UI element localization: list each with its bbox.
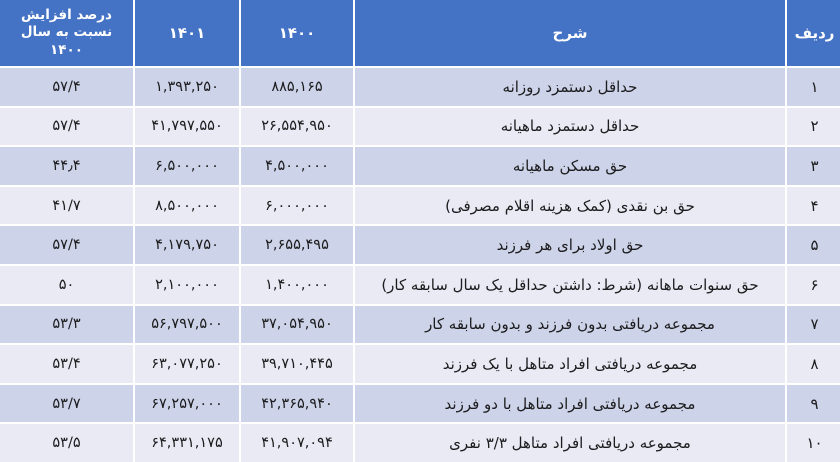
cell-description: مجموعه دریافتی افراد متاهل با دو فرزند <box>353 382 787 425</box>
cell-percent: ۴۱/۷ <box>0 184 135 227</box>
cell-row-number: ۱۰ <box>785 422 840 462</box>
cell-row-number: ۴ <box>785 184 840 227</box>
cell-year-1401: ۶۴,۳۳۱,۱۷۵ <box>133 422 241 462</box>
cell-row-number: ۵ <box>785 224 840 266</box>
cell-percent: ۵۳/۵ <box>0 422 135 462</box>
cell-year-1400: ۸۸۵,۱۶۵ <box>239 66 355 108</box>
cell-description: حق سنوات ماهانه (شرط: داشتن حداقل یک سال… <box>353 263 787 306</box>
cell-percent: ۵۳/۷ <box>0 382 135 425</box>
cell-row-number: ۹ <box>785 382 840 425</box>
header-row-number: ردیف <box>785 0 840 68</box>
cell-row-number: ۱ <box>785 66 840 108</box>
table-row: ۱ حداقل دستمزد روزانه ۸۸۵,۱۶۵ ۱,۳۹۳,۲۵۰ … <box>0 66 840 108</box>
cell-description: مجموعه دریافتی افراد متاهل با یک فرزند <box>353 343 787 385</box>
table-row: ۸ مجموعه دریافتی افراد متاهل با یک فرزند… <box>0 343 840 385</box>
cell-year-1401: ۴۱,۷۹۷,۵۵۰ <box>133 105 241 148</box>
table-row: ۶ حق سنوات ماهانه (شرط: داشتن حداقل یک س… <box>0 263 840 306</box>
cell-year-1400: ۶,۰۰۰,۰۰۰ <box>239 184 355 227</box>
cell-year-1401: ۲,۱۰۰,۰۰۰ <box>133 263 241 306</box>
cell-year-1400: ۴۱,۹۰۷,۰۹۴ <box>239 422 355 462</box>
cell-description: مجموعه دریافتی بدون فرزند و بدون سابقه ک… <box>353 303 787 346</box>
cell-percent: ۵۷/۴ <box>0 224 135 266</box>
cell-year-1401: ۸,۵۰۰,۰۰۰ <box>133 184 241 227</box>
cell-percent: ۵۳/۴ <box>0 343 135 385</box>
cell-year-1400: ۲,۶۵۵,۴۹۵ <box>239 224 355 266</box>
cell-percent: ۵۳/۳ <box>0 303 135 346</box>
cell-description: حق مسکن ماهیانه <box>353 145 787 187</box>
table-row: ۹ مجموعه دریافتی افراد متاهل با دو فرزند… <box>0 382 840 425</box>
cell-year-1401: ۶۳,۰۷۷,۲۵۰ <box>133 343 241 385</box>
cell-year-1400: ۲۶,۵۵۴,۹۵۰ <box>239 105 355 148</box>
cell-description: حق اولاد برای هر فرزند <box>353 224 787 266</box>
table-row: ۳ حق مسکن ماهیانه ۴,۵۰۰,۰۰۰ ۶,۵۰۰,۰۰۰ ۴۴… <box>0 145 840 187</box>
cell-percent: ۵۷/۴ <box>0 66 135 108</box>
cell-year-1400: ۳۷,۰۵۴,۹۵۰ <box>239 303 355 346</box>
cell-percent: ۴۴٫۴ <box>0 145 135 187</box>
table-row: ۱۰ مجموعه دریافتی افراد متاهل ۳/۳ نفری ۴… <box>0 422 840 462</box>
cell-description: حق بن نقدی (کمک هزینه اقلام مصرفی) <box>353 184 787 227</box>
table-row: ۷ مجموعه دریافتی بدون فرزند و بدون سابقه… <box>0 303 840 346</box>
cell-percent: ۵۰ <box>0 263 135 306</box>
cell-year-1400: ۱,۴۰۰,۰۰۰ <box>239 263 355 306</box>
cell-year-1401: ۶,۵۰۰,۰۰۰ <box>133 145 241 187</box>
table-row: ۵ حق اولاد برای هر فرزند ۲,۶۵۵,۴۹۵ ۴,۱۷۹… <box>0 224 840 266</box>
header-percent-increase: درصد افزایش نسبت به سال ۱۴۰۰ <box>0 0 135 68</box>
cell-row-number: ۳ <box>785 145 840 187</box>
cell-description: حداقل دستمزد ماهیانه <box>353 105 787 148</box>
cell-year-1401: ۶۷,۲۵۷,۰۰۰ <box>133 382 241 425</box>
cell-year-1400: ۴,۵۰۰,۰۰۰ <box>239 145 355 187</box>
header-description: شرح <box>353 0 787 68</box>
cell-row-number: ۲ <box>785 105 840 148</box>
header-year-1400: ۱۴۰۰ <box>239 0 355 68</box>
cell-percent: ۵۷/۴ <box>0 105 135 148</box>
cell-year-1401: ۱,۳۹۳,۲۵۰ <box>133 66 241 108</box>
cell-row-number: ۷ <box>785 303 840 346</box>
cell-row-number: ۸ <box>785 343 840 385</box>
cell-description: حداقل دستمزد روزانه <box>353 66 787 108</box>
cell-year-1400: ۴۲,۳۶۵,۹۴۰ <box>239 382 355 425</box>
table-row: ۲ حداقل دستمزد ماهیانه ۲۶,۵۵۴,۹۵۰ ۴۱,۷۹۷… <box>0 105 840 148</box>
cell-year-1400: ۳۹,۷۱۰,۴۴۵ <box>239 343 355 385</box>
header-row: ردیف شرح ۱۴۰۰ ۱۴۰۱ درصد افزایش نسبت به س… <box>0 0 840 68</box>
table-row: ۴ حق بن نقدی (کمک هزینه اقلام مصرفی) ۶,۰… <box>0 184 840 227</box>
cell-description: مجموعه دریافتی افراد متاهل ۳/۳ نفری <box>353 422 787 462</box>
cell-year-1401: ۴,۱۷۹,۷۵۰ <box>133 224 241 266</box>
cell-row-number: ۶ <box>785 263 840 306</box>
header-year-1401: ۱۴۰۱ <box>133 0 241 68</box>
cell-year-1401: ۵۶,۷۹۷,۵۰۰ <box>133 303 241 346</box>
